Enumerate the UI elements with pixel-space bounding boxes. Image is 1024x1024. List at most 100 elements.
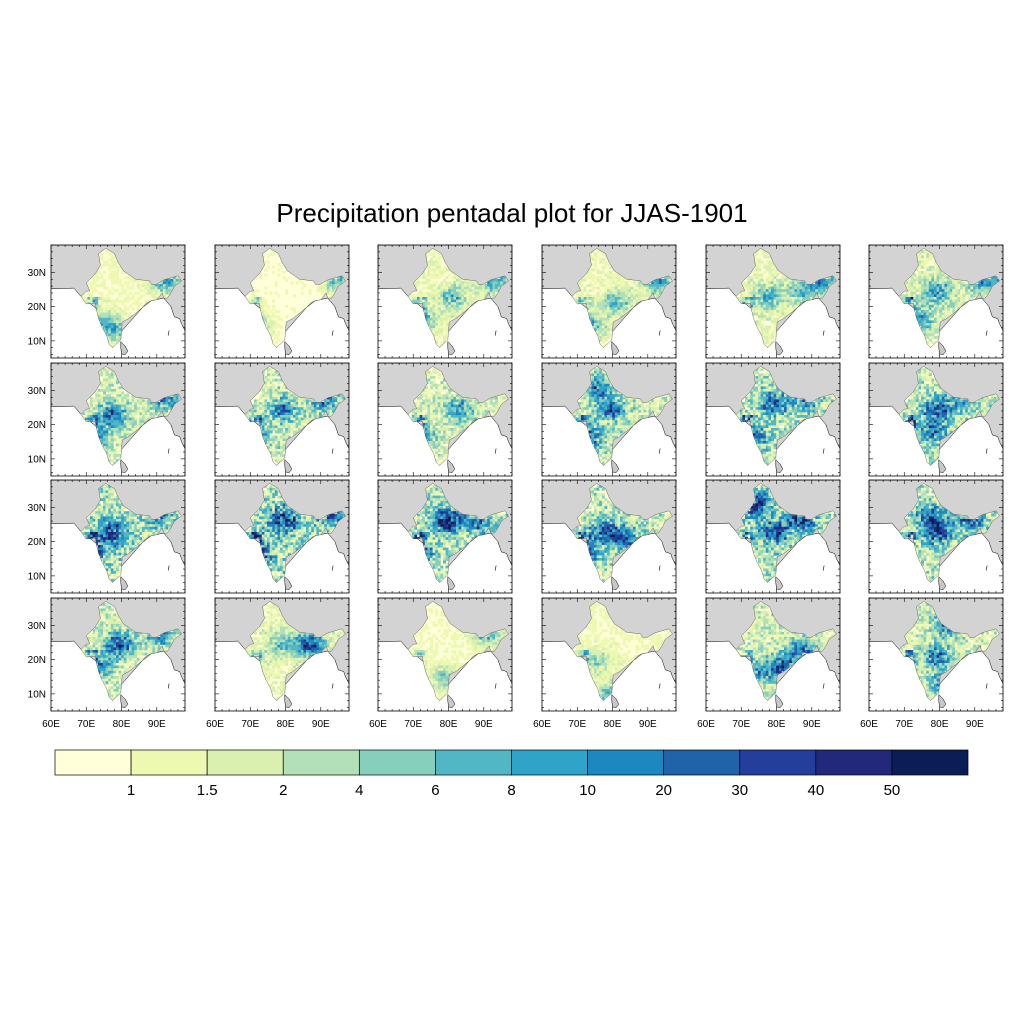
andaman-islands bbox=[494, 565, 497, 571]
colorbar-swatch bbox=[587, 749, 665, 776]
lon-tick-label: 90E bbox=[148, 719, 166, 730]
map-panel bbox=[868, 362, 1004, 477]
colorbar: 1 1.5 2 4 6 8 10 20 30 40 50 bbox=[54, 749, 969, 799]
colorbar-swatch bbox=[511, 749, 588, 776]
lat-tick-label: 10N bbox=[28, 689, 46, 700]
sri-lanka bbox=[611, 693, 620, 708]
sri-lanka bbox=[611, 575, 620, 590]
panel-frame bbox=[541, 597, 677, 712]
panel-frame bbox=[50, 244, 186, 359]
panel-frame bbox=[214, 244, 350, 359]
colorbar-label: 1 bbox=[127, 782, 135, 799]
lon-tick-label: 60E bbox=[42, 719, 60, 730]
map-panel bbox=[868, 244, 1004, 359]
precip-field bbox=[899, 601, 1000, 701]
lon-tick-label: 70E bbox=[732, 719, 750, 730]
precip-field bbox=[736, 483, 837, 583]
lon-tick-label: 70E bbox=[895, 719, 913, 730]
panel-frame bbox=[541, 244, 677, 359]
panel-frame bbox=[214, 479, 350, 594]
colorbar-label: 6 bbox=[431, 782, 439, 799]
precip-field bbox=[736, 601, 837, 701]
map-panel bbox=[377, 479, 513, 594]
sri-lanka bbox=[284, 458, 293, 473]
sri-lanka bbox=[938, 458, 947, 473]
panel-frame bbox=[868, 362, 1004, 477]
panel-frame bbox=[377, 362, 513, 477]
colorbar-label: 4 bbox=[355, 782, 363, 799]
map-panel bbox=[214, 244, 350, 359]
precip-field bbox=[899, 366, 1000, 466]
panel-frame bbox=[541, 479, 677, 594]
map-panel bbox=[541, 479, 677, 594]
precip-field bbox=[899, 483, 1000, 583]
sri-lanka bbox=[120, 458, 129, 473]
map-panel bbox=[214, 362, 350, 477]
andaman-islands bbox=[985, 683, 988, 689]
colorbar-label: 8 bbox=[507, 782, 515, 799]
lon-tick-label: 60E bbox=[533, 719, 551, 730]
sri-lanka bbox=[284, 340, 293, 355]
figure-title: Precipitation pentadal plot for JJAS-190… bbox=[276, 198, 747, 228]
andaman-islands bbox=[167, 565, 170, 571]
lon-tick-label: 60E bbox=[697, 719, 715, 730]
precip-field bbox=[81, 483, 182, 583]
map-panel bbox=[214, 479, 350, 594]
map-panel: 30N 20N 10N bbox=[28, 244, 186, 359]
lon-tick-label: 80E bbox=[768, 719, 786, 730]
lat-tick-label: 10N bbox=[28, 571, 46, 582]
map-panel bbox=[377, 244, 513, 359]
precip-field bbox=[899, 248, 1000, 348]
lon-tick-label: 80E bbox=[440, 719, 458, 730]
map-panel bbox=[541, 362, 677, 477]
lon-tick-label: 80E bbox=[931, 719, 949, 730]
lon-tick-label: 80E bbox=[604, 719, 622, 730]
lat-tick-label: 30N bbox=[28, 268, 46, 279]
colorbar-swatch bbox=[891, 749, 969, 776]
colorbar-label: 50 bbox=[884, 782, 901, 799]
andaman-islands bbox=[494, 448, 497, 454]
sri-lanka bbox=[120, 340, 129, 355]
panel-frame bbox=[50, 362, 186, 477]
panel-frame bbox=[541, 362, 677, 477]
map-panel: 60E 70E 80E 90E bbox=[533, 597, 677, 730]
sri-lanka bbox=[447, 693, 456, 708]
map-panel bbox=[705, 362, 841, 477]
panel-frame bbox=[868, 597, 1004, 712]
colorbar-swatch bbox=[130, 749, 208, 776]
lat-tick-label: 30N bbox=[28, 503, 46, 514]
sri-lanka bbox=[938, 340, 947, 355]
andaman-islands bbox=[822, 448, 825, 454]
lon-tick-label: 70E bbox=[77, 719, 95, 730]
lon-tick-label: 80E bbox=[277, 719, 295, 730]
precip-field bbox=[736, 366, 837, 466]
colorbar-swatch bbox=[358, 749, 436, 776]
andaman-islands bbox=[167, 683, 170, 689]
colorbar-swatch bbox=[739, 749, 817, 776]
lat-tick-label: 10N bbox=[28, 336, 46, 347]
lon-tick-label: 60E bbox=[369, 719, 387, 730]
precip-field bbox=[81, 601, 182, 701]
colorbar-swatch bbox=[206, 749, 284, 776]
precip-field bbox=[572, 248, 673, 348]
lon-tick-label: 80E bbox=[113, 719, 131, 730]
lon-tick-label: 90E bbox=[475, 719, 493, 730]
sri-lanka bbox=[284, 575, 293, 590]
colorbar-swatch bbox=[435, 749, 512, 776]
map-panel bbox=[705, 479, 841, 594]
panel-frame bbox=[377, 479, 513, 594]
precip-field bbox=[408, 366, 509, 466]
panel-frame bbox=[705, 597, 841, 712]
sri-lanka bbox=[775, 693, 784, 708]
precip-field bbox=[572, 483, 673, 583]
precip-field bbox=[245, 483, 346, 583]
panel-frame bbox=[214, 362, 350, 477]
andaman-islands bbox=[985, 565, 988, 571]
panel-grid: 30N 20N 10N 30N 20N 10N 30N 20N 10N 30N 20N 10N 60E 7… bbox=[28, 244, 1004, 730]
andaman-islands bbox=[331, 330, 334, 336]
panel-frame bbox=[705, 244, 841, 359]
lon-tick-label: 70E bbox=[568, 719, 586, 730]
precip-field bbox=[245, 366, 346, 466]
andaman-islands bbox=[658, 683, 661, 689]
